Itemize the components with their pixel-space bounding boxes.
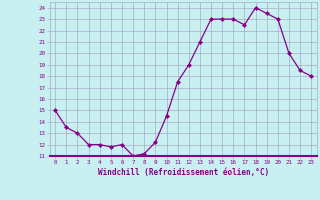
X-axis label: Windchill (Refroidissement éolien,°C): Windchill (Refroidissement éolien,°C) (98, 168, 269, 177)
